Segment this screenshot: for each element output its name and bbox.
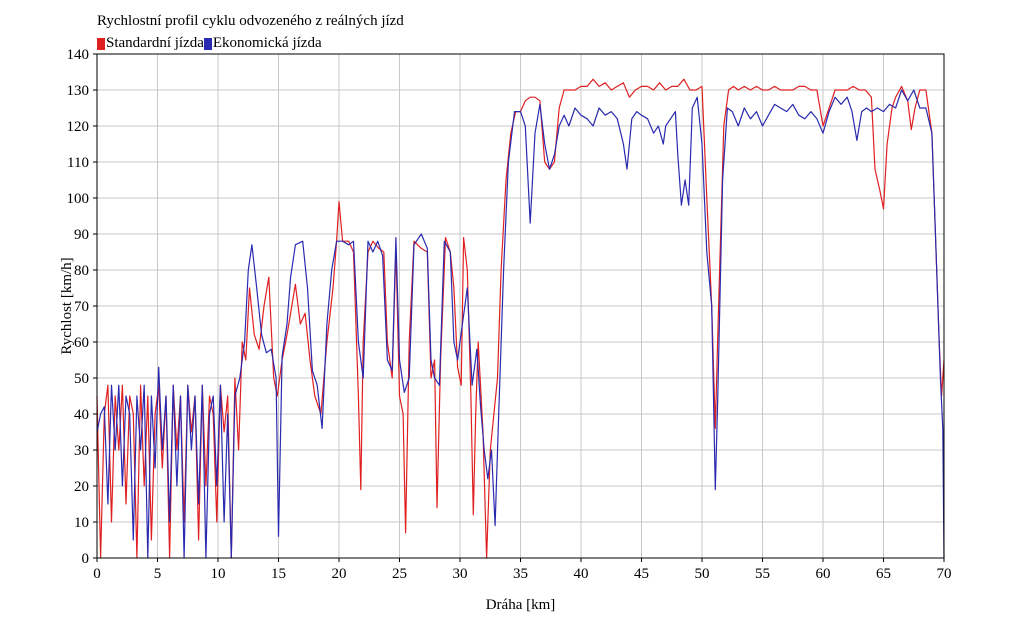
x-tick-label: 15 [271, 566, 286, 582]
x-tick-label: 25 [392, 566, 407, 582]
x-axis-label: Dráha [km] [486, 597, 556, 613]
y-tick-label: 130 [67, 83, 90, 99]
series-line-economic [96, 89, 945, 559]
x-tick-label: 10 [211, 566, 226, 582]
y-axis-label: Rychlost [km/h] [59, 257, 75, 354]
y-tick-label: 10 [74, 515, 89, 531]
x-tick-label: 20 [332, 566, 347, 582]
x-tick-label: 65 [876, 566, 891, 582]
legend: Standardní jízda Ekonomická jízda [97, 35, 322, 52]
legend-swatch-standard [97, 37, 105, 50]
y-tick-label: 40 [74, 407, 89, 423]
x-tick-label: 35 [513, 566, 528, 582]
legend-swatch-economic [203, 37, 212, 50]
y-tick-label: 70 [74, 299, 89, 315]
legend-label-standard: Standardní jízda [106, 35, 204, 51]
y-tick-label: 60 [74, 335, 89, 351]
y-tick-label: 20 [74, 479, 89, 495]
y-tick-label: 100 [67, 191, 90, 207]
legend-item-standard: Standardní jízda [97, 35, 204, 52]
x-tick-label: 0 [93, 566, 101, 582]
x-tick-label: 45 [634, 566, 649, 582]
y-tick-label: 0 [82, 551, 90, 567]
legend-item-economic: Ekonomická jízda [203, 35, 322, 52]
x-tick-label: 70 [937, 566, 952, 582]
x-tick-label: 60 [816, 566, 831, 582]
y-tick-label: 90 [74, 227, 89, 243]
x-tick-label: 50 [695, 566, 710, 582]
x-tick-label: 40 [574, 566, 589, 582]
legend-label-economic: Ekonomická jízda [212, 35, 322, 51]
y-tick-label: 30 [74, 443, 89, 459]
y-tick-label: 140 [67, 47, 90, 63]
x-tick-label: 30 [453, 566, 468, 582]
x-tick-label: 55 [755, 566, 770, 582]
y-tick-label: 50 [74, 371, 89, 387]
y-tick-label: 110 [67, 155, 89, 171]
chart-title: Rychlostní profil cyklu odvozeného z reá… [97, 13, 404, 29]
x-tick-label: 5 [154, 566, 162, 582]
y-tick-label: 120 [67, 119, 90, 135]
y-tick-label: 80 [74, 263, 89, 279]
